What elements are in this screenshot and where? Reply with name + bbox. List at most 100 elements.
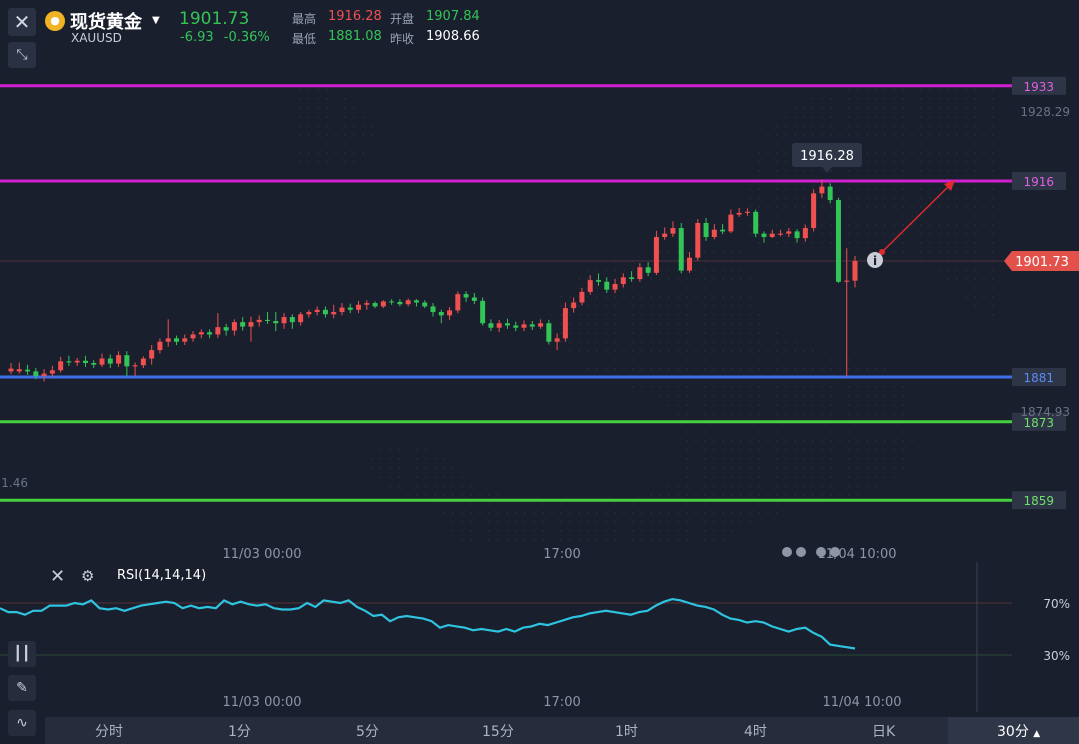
indicator-button[interactable]: ∿ <box>8 710 36 736</box>
rsi-close-icon[interactable]: ✕ <box>50 566 66 587</box>
map-dot <box>848 170 850 172</box>
rsi-settings-icon[interactable]: ⚙ <box>81 567 95 585</box>
map-dot <box>902 206 904 208</box>
map-dot <box>875 449 877 451</box>
map-dot <box>821 413 823 415</box>
map-dot <box>947 161 949 163</box>
map-dot <box>731 305 733 307</box>
tab-1min[interactable]: 1分 <box>228 724 251 740</box>
map-dot <box>857 449 859 451</box>
chart-nav-dots[interactable] <box>782 547 840 557</box>
map-dot <box>974 98 976 100</box>
map-dot <box>470 494 472 496</box>
map-dot <box>614 341 616 343</box>
map-dot <box>560 332 562 334</box>
map-dot <box>614 332 616 334</box>
map-dot <box>623 350 625 352</box>
map-dot <box>794 368 796 370</box>
map-dot <box>956 206 958 208</box>
map-dot <box>452 485 454 487</box>
map-dot <box>722 458 724 460</box>
level-label: 1933 <box>1023 80 1054 94</box>
tab-5min[interactable]: 5分 <box>356 724 379 740</box>
map-dot <box>902 98 904 100</box>
map-dot <box>857 395 859 397</box>
map-dot <box>659 296 661 298</box>
map-dot <box>740 503 742 505</box>
tab-15min[interactable]: 15分 <box>482 724 514 740</box>
map-dot <box>803 206 805 208</box>
map-dot <box>695 323 697 325</box>
map-dot <box>695 386 697 388</box>
map-dot <box>803 224 805 226</box>
map-dot <box>497 512 499 514</box>
map-dot <box>803 440 805 442</box>
map-dot <box>848 404 850 406</box>
map-dot <box>866 107 868 109</box>
map-dot <box>875 224 877 226</box>
map-dot <box>848 458 850 460</box>
map-dot <box>713 404 715 406</box>
map-dot <box>884 116 886 118</box>
map-dot <box>623 287 625 289</box>
map-dot <box>578 350 580 352</box>
map-dot <box>830 413 832 415</box>
map-dot <box>614 269 616 271</box>
candle-body <box>571 302 577 309</box>
tab-30min[interactable]: 30分 ▲ <box>997 721 1040 741</box>
tab-4hour[interactable]: 4时 <box>744 724 767 740</box>
map-dot <box>767 404 769 406</box>
candle-type-button[interactable]: ┃┃ <box>8 641 36 667</box>
candle-body <box>687 257 693 271</box>
map-dot <box>722 512 724 514</box>
map-dot <box>785 359 787 361</box>
map-dot <box>515 503 517 505</box>
map-dot <box>326 116 328 118</box>
map-dot <box>713 251 715 253</box>
map-dot <box>677 386 679 388</box>
chevron-down-icon[interactable]: ▼ <box>152 15 160 26</box>
map-dot <box>722 332 724 334</box>
map-dot <box>686 539 688 541</box>
symbol-name[interactable]: 现货黄金 <box>70 12 142 33</box>
map-dot <box>497 530 499 532</box>
map-dot <box>326 98 328 100</box>
collapse-button[interactable]: ⤡ <box>8 42 36 68</box>
map-dot <box>758 242 760 244</box>
map-dot <box>758 449 760 451</box>
map-dot <box>839 458 841 460</box>
map-dot <box>578 323 580 325</box>
map-dot <box>461 521 463 523</box>
trend-arrow[interactable] <box>879 179 956 255</box>
draw-tool-button[interactable]: ✎ <box>8 675 36 701</box>
map-dot <box>740 521 742 523</box>
map-dot <box>668 386 670 388</box>
high-marker: 1916.28 <box>792 143 862 173</box>
close-button[interactable]: ✕ <box>8 8 36 36</box>
map-dot <box>515 521 517 523</box>
map-dot <box>443 467 445 469</box>
map-dot <box>686 296 688 298</box>
map-dot <box>758 350 760 352</box>
map-dot <box>461 512 463 514</box>
map-dot <box>668 404 670 406</box>
map-dot <box>605 359 607 361</box>
candle-body <box>844 280 850 282</box>
tab-timeshare[interactable]: 分时 <box>95 724 123 740</box>
candle-body <box>678 228 684 271</box>
map-dot <box>821 359 823 361</box>
info-icon[interactable]: i <box>867 252 883 268</box>
map-dot <box>758 386 760 388</box>
candle-body <box>215 327 221 335</box>
map-dot <box>866 449 868 451</box>
tab-daily[interactable]: 日K <box>872 724 896 740</box>
tab-1hour[interactable]: 1时 <box>615 724 638 740</box>
map-dot <box>434 458 436 460</box>
map-dot <box>758 161 760 163</box>
map-dot <box>857 476 859 478</box>
map-dot <box>713 521 715 523</box>
map-dot <box>731 251 733 253</box>
map-dot <box>821 233 823 235</box>
map-dot <box>551 503 553 505</box>
